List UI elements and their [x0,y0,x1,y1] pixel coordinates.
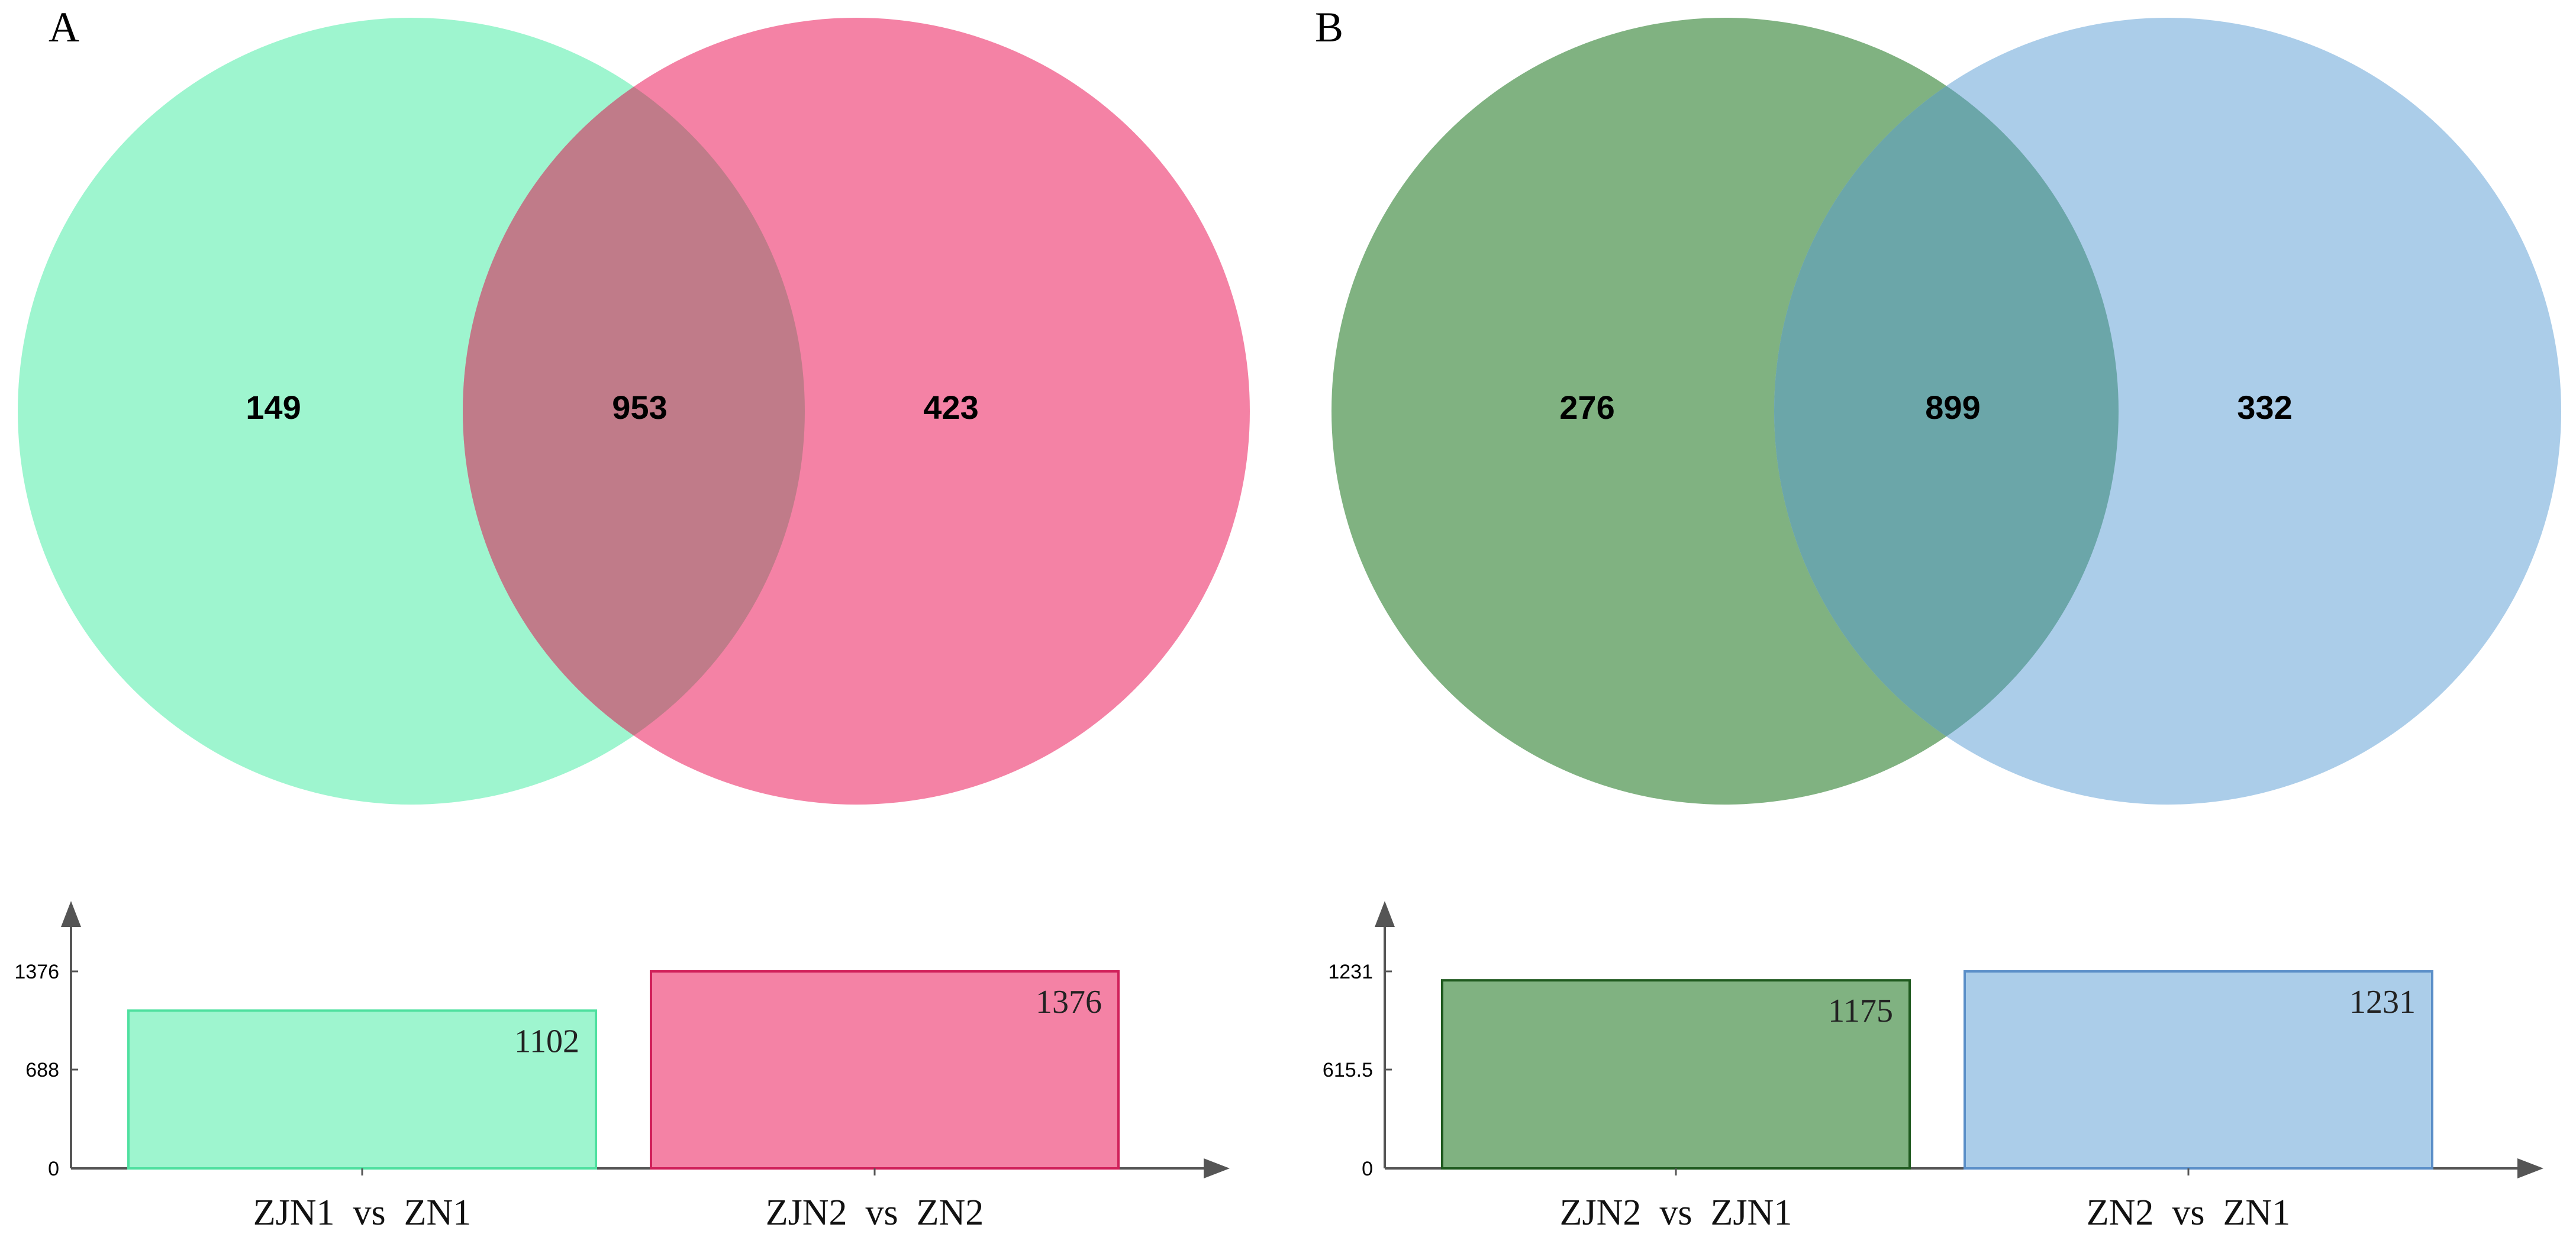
venn-a-overlap [463,18,805,805]
bar-chart-b-ytick-label-1: 615.5 [1323,1059,1373,1081]
bar-chart-b-y-arrow [1375,901,1395,927]
bar-chart-a-value-label-1: 1376 [1036,984,1102,1020]
bar-chart-a-bar-0 [127,1009,597,1170]
bar-chart-b-x-arrow [2517,1158,2543,1178]
bar-chart-a-category-1: ZJN2 vs ZN2 [766,1193,984,1233]
bar-chart-b: 0 615.5 1231 1175 1231 ZJN2 vs ZJN1 ZN2 … [1323,901,2543,1233]
panel-b-label: B [1315,4,1343,51]
bar-chart-b-bar-1 [1964,970,2433,1170]
venn-b-right-count: 332 [2237,389,2292,426]
bar-chart-b-ytick-label-0: 0 [1362,1158,1373,1180]
bar-chart-a: 0 688 1376 1102 1376 ZJN1 vs ZN1 ZJN2 vs… [14,901,1230,1233]
bar-chart-a-x-arrow [1204,1158,1230,1178]
bar-chart-a-ytick-label-1: 688 [25,1059,59,1081]
bar-chart-b-ytick-label-2: 1231 [1328,961,1373,983]
panel-a-label: A [49,4,79,51]
bar-chart-b-value-label-1: 1231 [2349,984,2416,1020]
bar-chart-a-bar-1 [650,970,1120,1170]
venn-a: 149 953 423 [18,18,1250,805]
venn-a-overlap-count: 953 [612,389,667,426]
bar-chart-b-category-1: ZN2 vs ZN1 [2087,1193,2290,1233]
venn-b-overlap [1774,18,2119,805]
bar-chart-b-value-label-0: 1175 [1828,993,1893,1029]
bar-chart-b-category-0: ZJN2 vs ZJN1 [1560,1193,1792,1233]
venn-b-overlap-count: 899 [1925,389,1980,426]
venn-a-left-count: 149 [246,389,301,426]
bar-chart-a-y-arrow [61,901,81,927]
venn-b: 276 899 332 [1331,18,2561,805]
panel-b: B 276 899 332 0 615.5 1231 1175 1231 [1315,4,2561,1233]
bar-chart-a-ytick-label-0: 0 [48,1158,59,1180]
venn-b-left-count: 276 [1559,389,1614,426]
bar-chart-a-value-label-0: 1102 [514,1023,579,1060]
bar-chart-b-bar-0 [1441,979,1911,1170]
venn-a-right-count: 423 [923,389,978,426]
panel-a: A 149 953 423 0 688 1376 1102 1376 [14,4,1250,1233]
bar-chart-a-category-0: ZJN1 vs ZN1 [253,1193,472,1233]
bar-chart-a-ytick-label-2: 1376 [14,961,59,983]
